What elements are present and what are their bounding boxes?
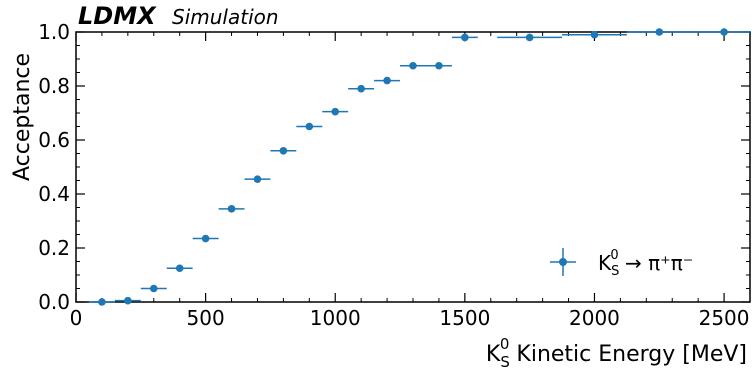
y-tick-label: 0.4 bbox=[38, 182, 70, 206]
point-marker bbox=[124, 296, 132, 305]
point-marker bbox=[357, 84, 365, 93]
simulation-label: Simulation bbox=[172, 5, 279, 29]
point-marker bbox=[305, 122, 314, 131]
data-point bbox=[218, 205, 245, 213]
y-tick-label: 0.2 bbox=[38, 236, 70, 260]
data-point bbox=[425, 61, 452, 70]
data-point bbox=[626, 28, 692, 36]
point-marker bbox=[149, 284, 158, 293]
legend-label-sup: 0 bbox=[610, 248, 618, 263]
data-point bbox=[691, 28, 750, 36]
y-tick-label: 0.6 bbox=[38, 128, 70, 152]
point-marker bbox=[655, 28, 664, 36]
point-marker bbox=[720, 28, 728, 36]
y-tick-labels: 0.0 0.2 0.4 0.6 0.8 1.0 bbox=[38, 20, 70, 314]
x-tick-label: 2000 bbox=[569, 306, 620, 330]
point-marker bbox=[279, 147, 288, 155]
point-marker bbox=[409, 61, 417, 70]
legend: KS0 → π⁺π⁻ bbox=[550, 248, 693, 279]
legend-marker bbox=[559, 258, 567, 266]
legend-label: KS0 → π⁺π⁻ bbox=[598, 248, 693, 279]
point-marker bbox=[253, 175, 262, 183]
x-tick-label: 500 bbox=[187, 306, 225, 330]
x-tick-label: 2500 bbox=[699, 306, 750, 330]
x-axis-label: KS0 Kinetic Energy [MeV] bbox=[486, 335, 747, 371]
legend-label-text: → π⁺π⁻ bbox=[619, 251, 694, 275]
data-point bbox=[348, 84, 375, 93]
data-point bbox=[322, 107, 349, 116]
data-points bbox=[88, 28, 750, 306]
data-point bbox=[374, 76, 401, 85]
data-point bbox=[166, 264, 193, 273]
data-point bbox=[451, 33, 478, 42]
data-point bbox=[114, 296, 141, 305]
y-axis-label: Acceptance bbox=[10, 53, 35, 181]
y-tick-label: 0.8 bbox=[38, 74, 70, 98]
data-point bbox=[296, 122, 323, 131]
data-point bbox=[270, 147, 297, 155]
data-point bbox=[562, 30, 627, 39]
y-tick-label: 0.0 bbox=[38, 290, 70, 314]
x-tick-label: 1500 bbox=[439, 306, 490, 330]
legend-label-sub: S bbox=[611, 264, 619, 279]
x-tick-label: 1000 bbox=[310, 306, 361, 330]
x-tick-label: 0 bbox=[70, 306, 83, 330]
x-axis-label-text: Kinetic Energy [MeV] bbox=[509, 342, 747, 367]
point-marker bbox=[461, 33, 469, 42]
y-tick-label: 1.0 bbox=[38, 20, 70, 44]
data-point bbox=[400, 61, 426, 70]
point-marker bbox=[331, 107, 340, 116]
point-marker bbox=[98, 298, 106, 306]
point-marker bbox=[227, 205, 236, 213]
point-marker bbox=[383, 76, 391, 85]
point-marker bbox=[525, 33, 534, 42]
x-axis-label-base: K bbox=[486, 342, 501, 367]
data-point bbox=[192, 234, 219, 243]
x-axis-label-sub: S bbox=[500, 353, 510, 371]
point-marker bbox=[590, 30, 599, 39]
experiment-label: LDMX bbox=[78, 2, 157, 30]
data-point bbox=[140, 284, 167, 293]
point-marker bbox=[175, 264, 184, 273]
point-marker bbox=[201, 234, 210, 243]
x-tick-labels: 0 500 1000 1500 2000 2500 bbox=[70, 306, 750, 330]
data-point bbox=[88, 298, 115, 306]
data-point bbox=[497, 33, 563, 42]
data-point bbox=[244, 175, 271, 183]
point-marker bbox=[435, 61, 443, 70]
x-axis-label-sup: 0 bbox=[500, 335, 510, 353]
legend-label-base: K bbox=[598, 251, 612, 275]
